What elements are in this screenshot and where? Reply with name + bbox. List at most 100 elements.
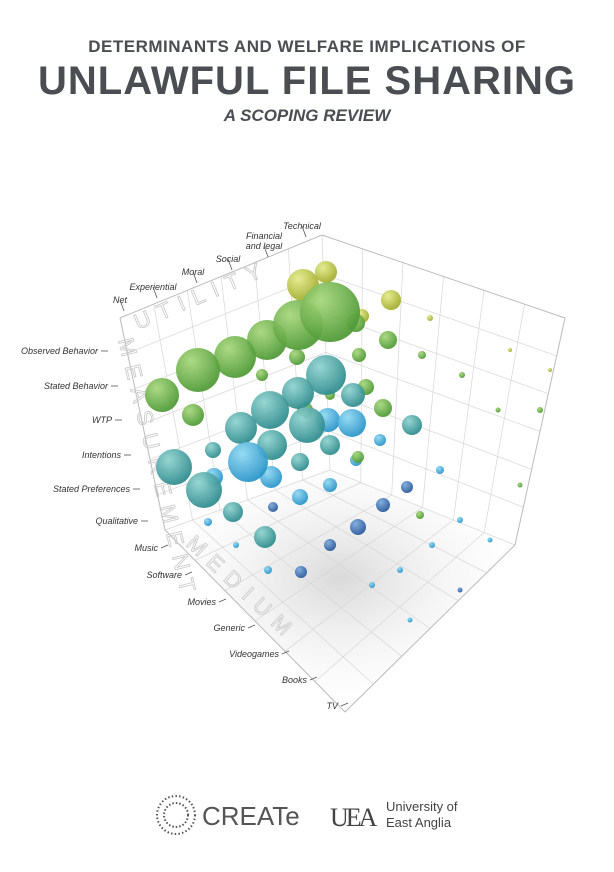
bubble [418,351,426,359]
bubble [145,378,179,412]
bubble [429,542,435,548]
grid-line [192,519,374,685]
tick [218,598,227,603]
bubble [214,336,256,378]
tick [263,245,269,258]
bubble [427,315,433,321]
title-line-1: DETERMINANTS AND WELFARE IMPLICATIONS OF [88,37,525,56]
tick [160,544,169,549]
axis-category-label: Movies [187,597,216,607]
bubble [182,404,204,426]
uea-logo: UEA University of East Anglia [330,799,458,832]
uea-line-1: University of [386,799,458,814]
tick [192,271,198,284]
bubble [295,566,307,578]
axis-category-label: Technical [283,221,322,231]
axis-category-label: Qualitative [95,516,138,526]
bubble [292,489,308,505]
bubble [323,478,337,492]
axis-category-label: WTP [92,415,112,425]
bubbles [145,261,552,623]
bubble [374,434,386,446]
bubble [416,511,424,519]
uea-mark: UEA [330,803,378,832]
bubble [436,466,444,474]
axis-category-label: Stated Behavior [44,381,109,391]
axis-category-label: Books [282,675,308,685]
bubble [251,391,289,429]
tick [281,650,290,655]
axis-category-label: Observed Behavior [21,346,99,356]
bubble [225,412,257,444]
axis-category-label: TV [326,701,338,711]
bubble [537,407,543,413]
axis-category-label: Music [134,543,158,553]
bubble [291,453,309,471]
axis-category-label: Stated Preferences [53,484,131,494]
bubble [338,409,366,437]
bubble [289,349,305,365]
axis-category-label: Videogames [229,649,279,659]
bubble [282,377,314,409]
bubble [401,481,413,493]
uea-line-2: East Anglia [386,815,452,830]
tick [301,225,307,238]
axis-category-label: Generic [213,623,245,633]
bubble [315,261,337,283]
bubble [264,566,272,574]
title-line-2: UNLAWFUL FILE SHARING [38,59,576,103]
axis-category-label: Software [146,570,182,580]
bubble [300,282,360,342]
create-text: CREATe [202,801,300,831]
bubble [341,383,365,407]
bubble [228,442,268,482]
outer-edge [119,317,566,713]
bubble [320,435,340,455]
bubble [402,415,422,435]
tick [340,702,349,707]
tick [152,286,158,299]
create-icon-inner [163,802,189,828]
bubble [487,537,493,543]
bubble [204,518,212,526]
bubble [459,372,465,378]
bubble [223,502,243,522]
bubble [381,290,401,310]
bubble [352,451,364,463]
bubble [350,519,366,535]
axis-category-label: Moral [182,267,206,277]
tick [184,571,193,576]
bubble [352,348,366,362]
bubble [457,517,463,523]
bubble [457,587,463,593]
bubble [376,498,390,512]
bubble [254,526,276,548]
bubble [379,331,397,349]
bubble [176,348,220,392]
bubble [495,407,501,413]
bubble [186,472,222,508]
axis-category-label: Intentions [82,450,122,460]
create-icon [156,795,196,835]
bubble [289,407,325,443]
bubble [268,502,278,512]
tick [309,676,318,681]
tick [247,624,256,629]
bubble [508,348,512,352]
bubble [374,399,392,417]
axis-category-label: Financial and legal [246,231,284,251]
bubble [205,442,221,458]
bubble [407,617,413,623]
bubble [256,369,268,381]
top-edge [119,234,566,319]
tick [227,258,233,271]
bubble [369,582,375,588]
axis-category-label: Social [216,254,242,264]
grid-line [164,469,331,531]
bubble [233,542,239,548]
floor [165,470,515,712]
create-logo: CREATe [156,795,300,835]
bubble [306,355,346,395]
